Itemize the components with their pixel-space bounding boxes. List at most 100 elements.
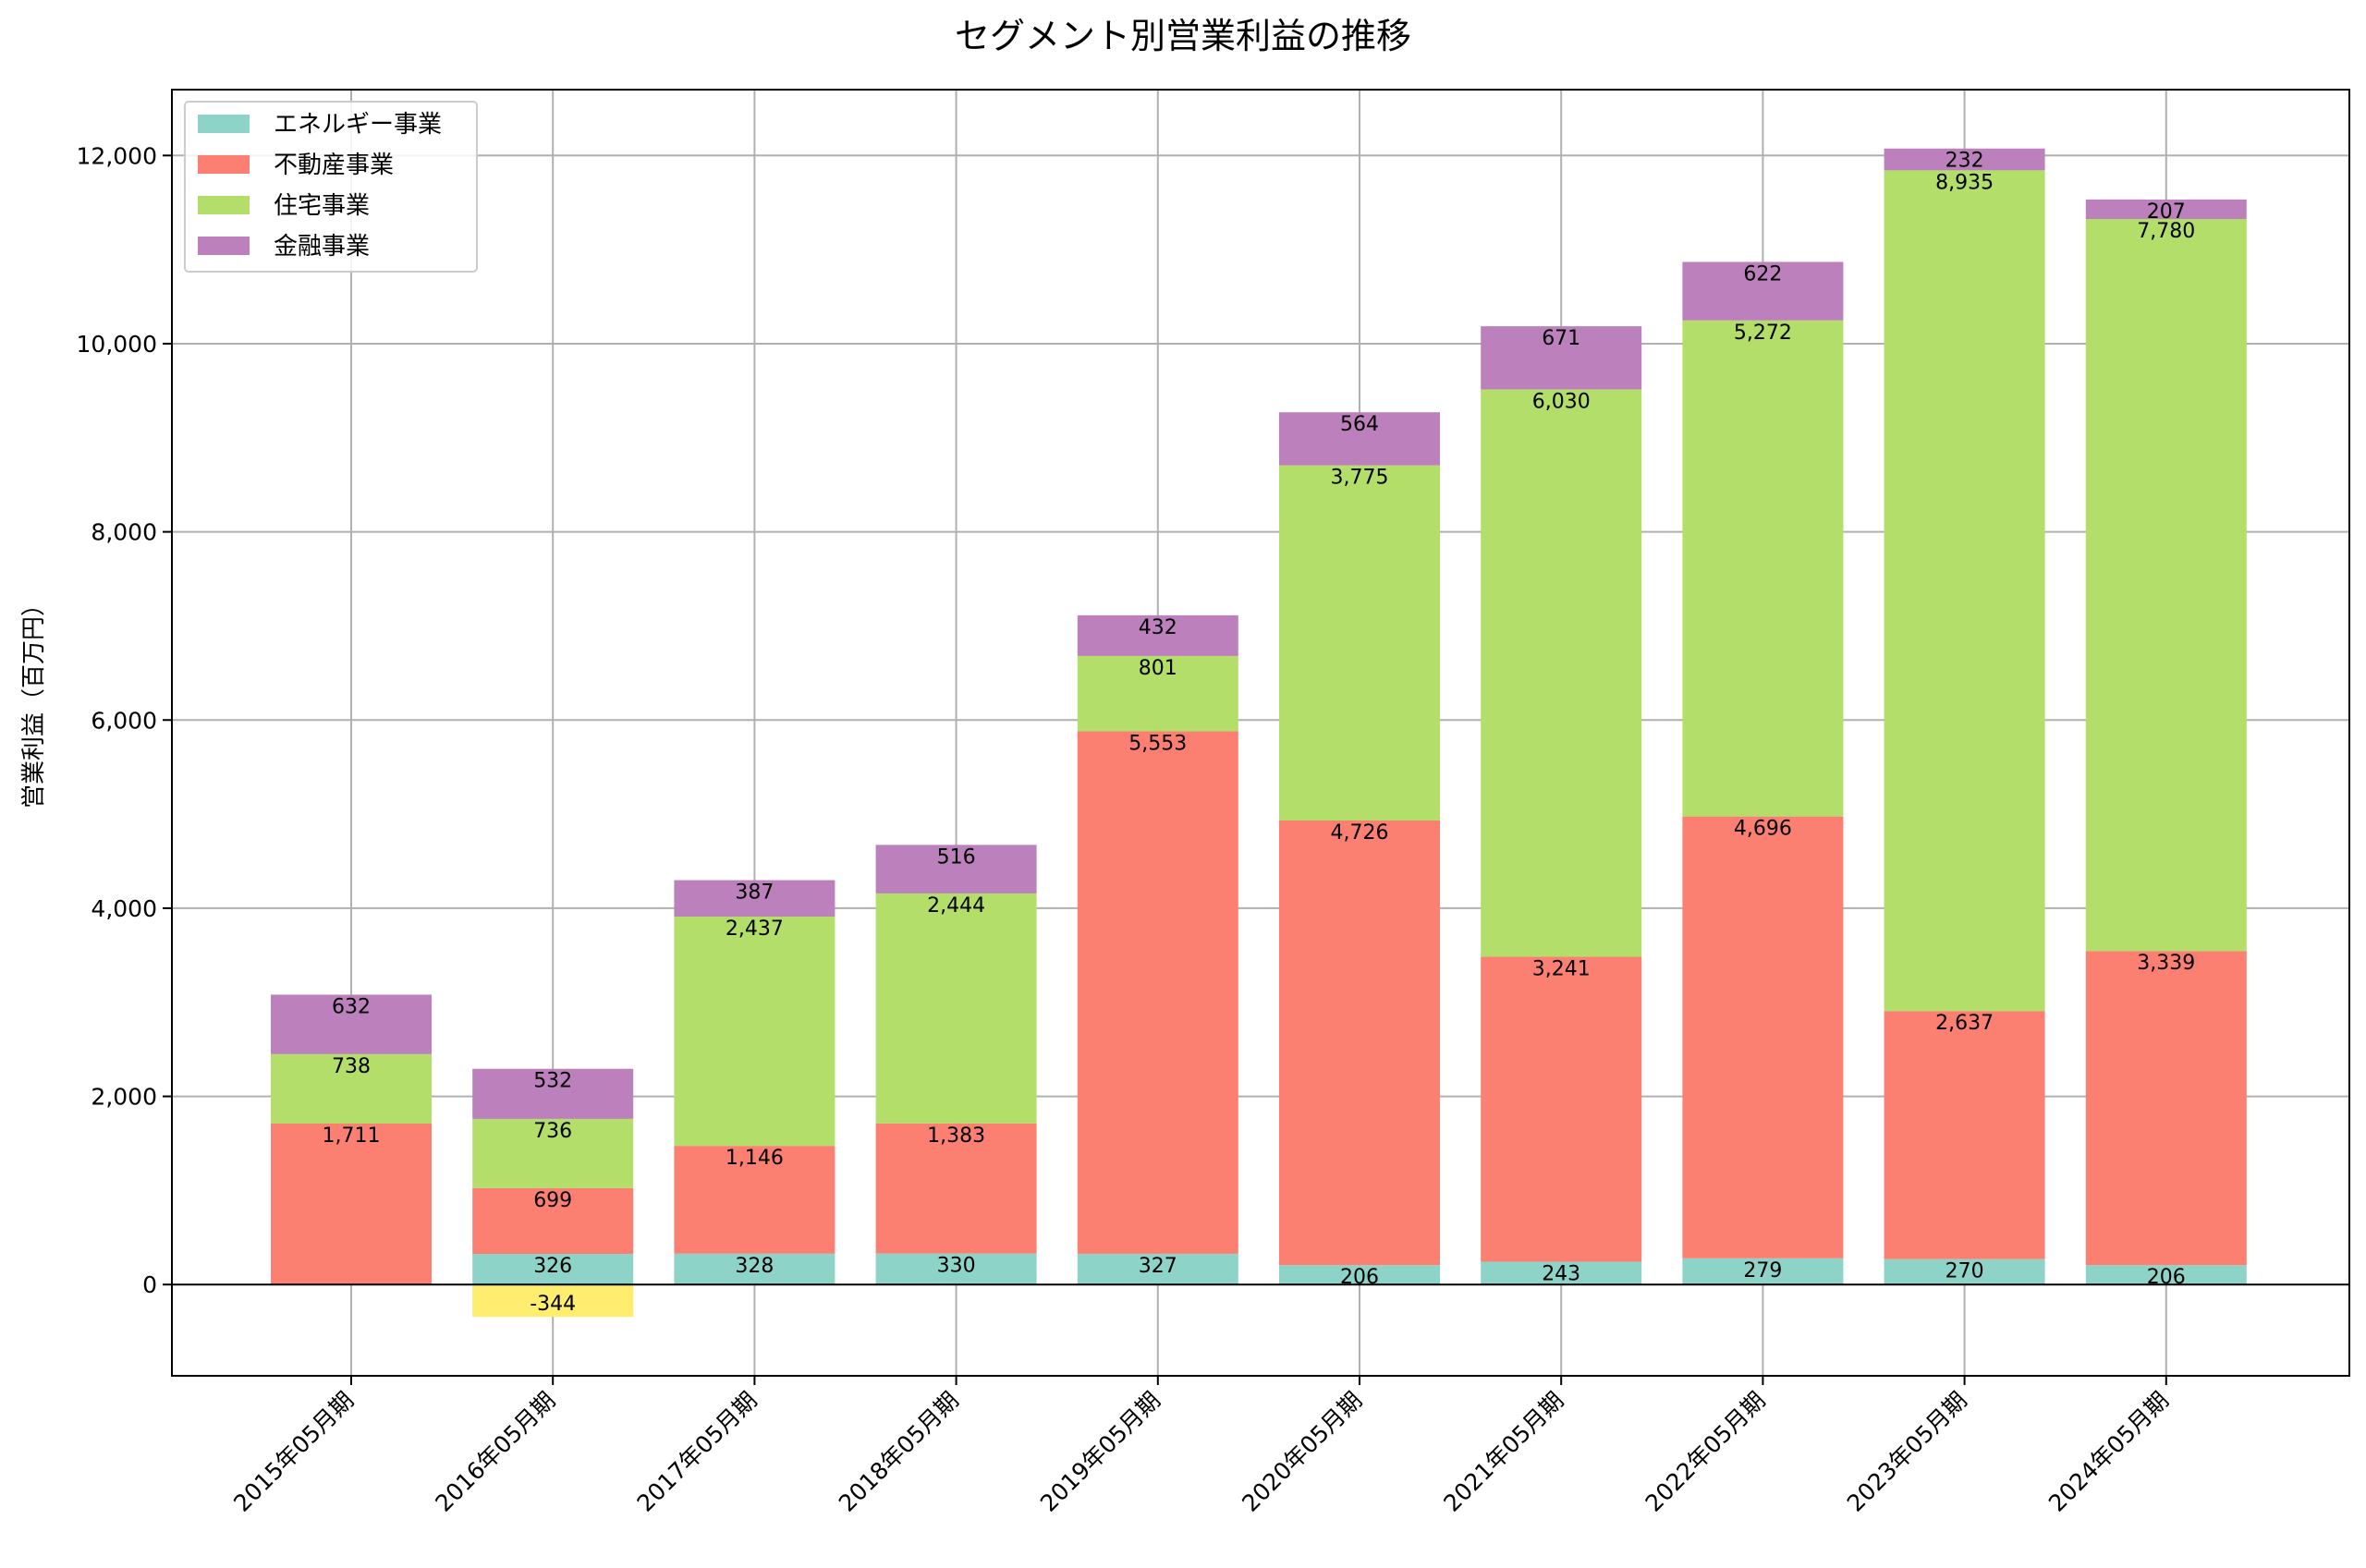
bar-segment — [2085, 951, 2247, 1266]
bar-segment — [1682, 261, 1844, 321]
bar-segment — [271, 994, 432, 1054]
bar-segment — [271, 1053, 432, 1124]
bar-segment — [674, 1253, 835, 1285]
bar-segment — [472, 1254, 634, 1285]
data-label: 432 — [1139, 616, 1177, 639]
y-tick-label: 0 — [142, 1271, 157, 1298]
data-label: 5,272 — [1734, 322, 1792, 345]
data-label: 2,444 — [927, 894, 985, 918]
x-tick-label: 2024年05月期 — [2043, 1387, 2174, 1517]
bar-segment — [1884, 1011, 2045, 1259]
data-label: 1,146 — [726, 1147, 784, 1170]
bar-segment — [1077, 655, 1238, 732]
bar-segment — [2085, 1265, 2247, 1285]
data-label: 1,383 — [927, 1124, 985, 1148]
bar-segment — [1884, 1258, 2045, 1285]
y-tick-label: 2,000 — [91, 1084, 157, 1111]
legend-swatch — [198, 155, 250, 174]
legend-label: 不動産事業 — [274, 152, 394, 179]
x-tick-label: 2018年05月期 — [834, 1387, 964, 1517]
bar-segment — [1481, 1261, 1642, 1285]
x-tick-label: 2021年05月期 — [1438, 1387, 1568, 1517]
x-tick-label: 2023年05月期 — [1842, 1387, 1972, 1517]
data-label: 206 — [1340, 1266, 1379, 1289]
data-label: 2,637 — [1935, 1012, 1994, 1035]
bar-segment — [1481, 389, 1642, 957]
bar-segment — [1682, 816, 1844, 1258]
data-label: 328 — [735, 1255, 774, 1278]
data-label: 738 — [332, 1055, 371, 1078]
data-label: 270 — [1945, 1260, 1984, 1283]
data-label: 801 — [1139, 657, 1177, 680]
x-tick-label: 2020年05月期 — [1237, 1387, 1367, 1517]
bar-segment — [1279, 465, 1440, 821]
chart-title: セグメント別営業利益の推移 — [955, 16, 1411, 56]
bar-segment — [472, 1284, 634, 1318]
data-label: 1,711 — [323, 1124, 381, 1148]
y-tick-label: 6,000 — [91, 707, 157, 734]
bar-segment — [1682, 1258, 1844, 1285]
bar-segment — [472, 1187, 634, 1255]
bar-segment — [2085, 219, 2247, 952]
data-label: 736 — [533, 1120, 572, 1143]
data-label: 8,935 — [1935, 171, 1994, 194]
legend-label: 住宅事業 — [274, 192, 370, 220]
data-label: 232 — [1945, 150, 1984, 173]
data-label: 699 — [533, 1189, 572, 1212]
bar-segment — [1481, 326, 1642, 390]
data-label: 4,696 — [1734, 818, 1792, 841]
data-label: 327 — [1139, 1255, 1177, 1278]
data-label: 671 — [1542, 327, 1580, 350]
data-label: 3,339 — [2137, 952, 2195, 975]
legend-swatch — [198, 237, 250, 255]
bar-segment — [875, 1253, 1037, 1285]
data-label: 3,241 — [1532, 957, 1591, 980]
data-label: 564 — [1340, 413, 1379, 436]
data-label: 387 — [735, 881, 774, 905]
bar-segment — [1884, 148, 2045, 171]
bars-layer — [271, 148, 2247, 1318]
bar-segment — [1077, 731, 1238, 1254]
bar-segment — [875, 1123, 1037, 1254]
data-label: 207 — [2147, 201, 2186, 224]
bar-segment — [2085, 199, 2247, 220]
data-label: 622 — [1743, 262, 1782, 286]
legend-label: エネルギー事業 — [274, 111, 442, 139]
data-label: 2,437 — [726, 918, 784, 941]
y-tick-label: 8,000 — [91, 519, 157, 546]
data-label: 206 — [2147, 1266, 2186, 1289]
legend-swatch — [198, 115, 250, 133]
y-axis-label: 営業利益（百万円） — [20, 592, 48, 808]
data-label: 632 — [332, 995, 371, 1018]
bar-segment — [1884, 170, 2045, 1012]
data-label: -344 — [530, 1293, 576, 1316]
x-tick-label: 2019年05月期 — [1035, 1387, 1165, 1517]
x-tick-label: 2015年05月期 — [228, 1387, 359, 1517]
data-label: 326 — [533, 1255, 572, 1278]
bar-segment — [1682, 320, 1844, 817]
bar-segment — [1077, 614, 1238, 656]
x-tick-label: 2017年05月期 — [632, 1387, 762, 1517]
bar-segment — [674, 1146, 835, 1254]
x-tick-label: 2016年05月期 — [430, 1387, 560, 1517]
bar-segment — [1279, 1265, 1440, 1285]
bar-segment — [875, 893, 1037, 1124]
bar-segment — [674, 880, 835, 917]
bar-segment — [1279, 412, 1440, 466]
bar-segment — [875, 845, 1037, 893]
bar-segment — [1279, 820, 1440, 1266]
bar-segment — [1077, 1253, 1238, 1285]
bar-segment — [271, 1123, 432, 1285]
data-labels-layer: -344 328 330 327 206 243 279 270 206 326 1,711 699 1… — [323, 150, 2196, 1316]
data-label: 3,775 — [1331, 467, 1389, 490]
y-tick-label: 12,000 — [77, 142, 157, 169]
legend-box — [184, 101, 478, 273]
bar-segment — [674, 916, 835, 1147]
y-tick-label: 4,000 — [91, 895, 157, 922]
y-tick-label: 10,000 — [77, 331, 157, 358]
data-label: 279 — [1743, 1259, 1782, 1282]
data-label: 516 — [937, 845, 976, 869]
